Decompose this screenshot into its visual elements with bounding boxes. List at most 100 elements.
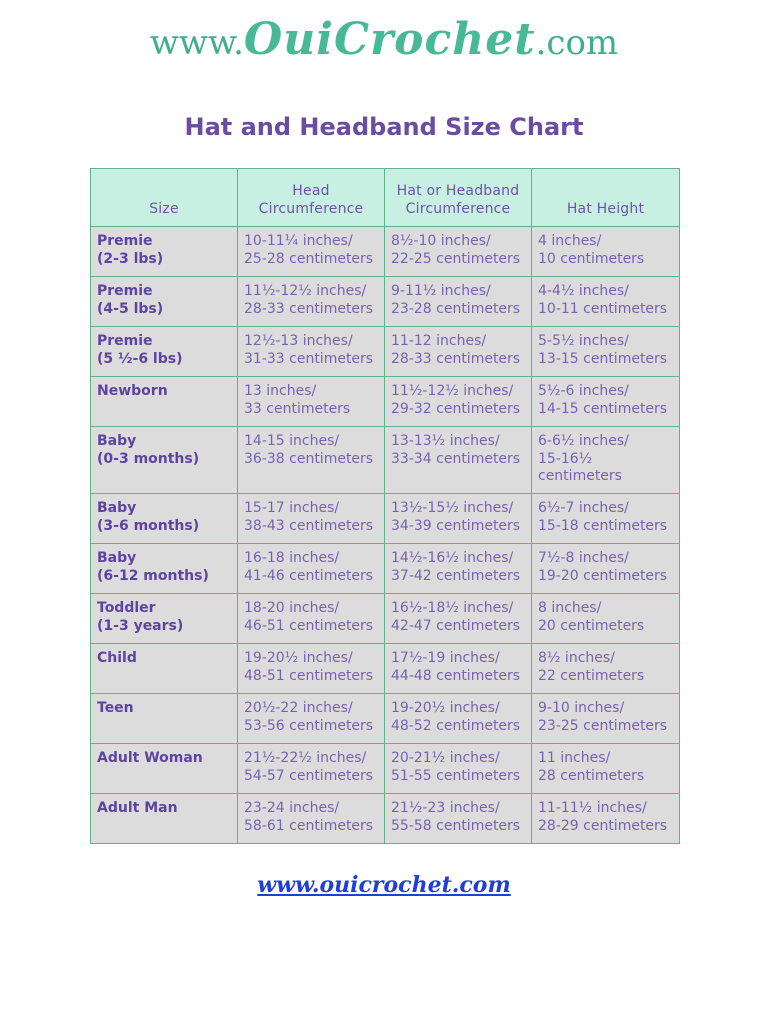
head-circumference-cell: 12½-13 inches/31-33 centimeters: [237, 326, 385, 377]
head-circumference-cell-line: 54-57 centimeters: [244, 767, 374, 784]
hat-height-cell-line: 11 inches/: [538, 750, 611, 766]
table-row: Baby (6-12 months) 16-18 inches/41-46 cent…: [90, 543, 680, 594]
table-row: Premie (4-5 lbs) 11½-12½ inches/28-33 cent…: [90, 276, 680, 327]
hat-height-cell: 7½-8 inches/19-20 centimeters: [531, 543, 680, 594]
hat-height-cell: 6½-7 inches/15-18 centimeters: [531, 493, 680, 544]
hat-height-cell: 11 inches/28 centimeters: [531, 743, 680, 794]
hat-height-cell-line: 19-20 centimeters: [538, 567, 668, 584]
hat-circumference-cell-line: 13½-15½ inches/: [391, 500, 514, 516]
size-cell-line: Newborn: [97, 383, 168, 399]
hat-height-cell-line: 6½-7 inches/: [538, 500, 629, 516]
hat-height-cell-line: centimeters: [538, 468, 622, 484]
page-title: Hat and Headband Size Chart: [184, 113, 584, 141]
hat-circumference-cell-line: 11-12 inches/: [391, 333, 487, 349]
table-row: Adult Man 23-24 inches/58-61 centimeters 2…: [90, 793, 680, 844]
size-cell-line: (2-3 lbs): [97, 250, 164, 267]
hat-circumference-cell: 9-11½ inches/23-28 centimeters: [384, 276, 532, 327]
hat-circumference-cell-line: 28-33 centimeters: [391, 350, 521, 367]
size-cell: Teen: [90, 693, 238, 744]
hat-circumference-cell: 11-12 inches/28-33 centimeters: [384, 326, 532, 377]
size-cell-line: (0-3 months): [97, 450, 200, 467]
hat-circumference-cell-line: 34-39 centimeters: [391, 517, 521, 534]
hat-height-cell-line: 28 centimeters: [538, 767, 645, 784]
head-circumference-cell-line: 23-24 inches/: [244, 800, 340, 816]
header-height-label: Hat Height: [566, 200, 645, 217]
head-circumference-cell: 10-11¼ inches/25-28 centimeters: [237, 226, 385, 277]
hat-circumference-cell-line: 9-11½ inches/: [391, 283, 491, 299]
size-cell-line: (6-12 months): [97, 567, 209, 584]
size-cell-line: (3-6 months): [97, 517, 200, 534]
hat-circumference-cell-line: 8½-10 inches/: [391, 233, 491, 249]
head-circumference-cell-line: 15-17 inches/: [244, 500, 340, 516]
hat-circumference-cell-line: 22-25 centimeters: [391, 250, 521, 267]
head-circumference-cell-line: 10-11¼ inches/: [244, 233, 353, 249]
hat-height-cell-line: 11-11½ inches/: [538, 800, 647, 816]
size-cell-line: (4-5 lbs): [97, 300, 164, 317]
head-circumference-cell-line: 25-28 centimeters: [244, 250, 374, 267]
logo-suffix: .com: [535, 23, 619, 63]
size-cell-line: (1-3 years): [97, 617, 184, 634]
size-cell: Baby (3-6 months): [90, 493, 238, 544]
footer-site-link[interactable]: www.ouicrochet.com: [257, 872, 511, 898]
hat-height-cell: 11-11½ inches/28-29 centimeters: [531, 793, 680, 844]
hat-circumference-cell-line: 48-52 centimeters: [391, 717, 521, 734]
hat-circumference-cell-line: 21½-23 inches/: [391, 800, 500, 816]
hat-height-cell-line: 7½-8 inches/: [538, 550, 629, 566]
table-row: Teen 20½-22 inches/53-56 centimeters 19-20…: [90, 693, 680, 744]
head-circumference-cell: 21½-22½ inches/54-57 centimeters: [237, 743, 385, 794]
head-circumference-cell-line: 58-61 centimeters: [244, 817, 374, 834]
hat-circumference-cell-line: 29-32 centimeters: [391, 400, 521, 417]
table-row: Premie (2-3 lbs) 10-11¼ inches/25-28 centi…: [90, 226, 680, 277]
hat-circumference-cell-line: 11½-12½ inches/: [391, 383, 514, 399]
hat-height-cell-line: 4 inches/: [538, 233, 602, 249]
hat-height-cell: 9-10 inches/23-25 centimeters: [531, 693, 680, 744]
size-cell-line: Adult Man: [97, 800, 178, 816]
head-circumference-cell: 20½-22 inches/53-56 centimeters: [237, 693, 385, 744]
hat-height-cell-line: 28-29 centimeters: [538, 817, 668, 834]
size-cell-line: Premie: [97, 283, 153, 299]
hat-height-cell: 8 inches/20 centimeters: [531, 593, 680, 644]
hat-circumference-cell-line: 17½-19 inches/: [391, 650, 500, 666]
hat-height-cell-line: 5½-6 inches/: [538, 383, 629, 399]
table-header-row: Size Head Circumference Hat or Headband …: [90, 168, 680, 227]
header-size-label: Size: [149, 200, 179, 217]
hat-height-cell-line: 8½ inches/: [538, 650, 615, 666]
head-circumference-cell-line: 11½-12½ inches/: [244, 283, 367, 299]
head-circumference-cell-line: 48-51 centimeters: [244, 667, 374, 684]
hat-height-cell-line: 15-16½: [538, 450, 593, 467]
head-circumference-cell: 19-20½ inches/48-51 centimeters: [237, 643, 385, 694]
hat-circumference-cell-line: 23-28 centimeters: [391, 300, 521, 317]
hat-circumference-cell-line: 16½-18½ inches/: [391, 600, 514, 616]
hat-circumference-cell: 13½-15½ inches/34-39 centimeters: [384, 493, 532, 544]
size-cell: Toddler (1-3 years): [90, 593, 238, 644]
hat-height-cell-line: 10-11 centimeters: [538, 300, 668, 317]
head-circumference-cell-line: 41-46 centimeters: [244, 567, 374, 584]
size-cell: Adult Woman: [90, 743, 238, 794]
header-head-line2: Circumference: [258, 200, 364, 217]
hat-circumference-cell-line: 42-47 centimeters: [391, 617, 521, 634]
hat-height-cell-line: 5-5½ inches/: [538, 333, 629, 349]
hat-height-cell-line: 9-10 inches/: [538, 700, 625, 716]
size-cell: Newborn: [90, 376, 238, 427]
hat-height-cell-line: 13-15 centimeters: [538, 350, 668, 367]
size-cell-line: Baby: [97, 433, 137, 449]
hat-circumference-cell: 19-20½ inches/48-52 centimeters: [384, 693, 532, 744]
size-cell: Premie (5 ½-6 lbs): [90, 326, 238, 377]
hat-height-cell: 5-5½ inches/13-15 centimeters: [531, 326, 680, 377]
size-cell: Adult Man: [90, 793, 238, 844]
table-row: Premie (5 ½-6 lbs) 12½-13 inches/31-33 cen…: [90, 326, 680, 377]
table-row: Baby (0-3 months) 14-15 inches/36-38 centi…: [90, 426, 680, 494]
hat-circumference-cell-line: 44-48 centimeters: [391, 667, 521, 684]
hat-height-cell-line: 6-6½ inches/: [538, 433, 629, 449]
size-chart-table: Size Head Circumference Hat or Headband …: [90, 168, 680, 844]
hat-circumference-cell: 20-21½ inches/51-55 centimeters: [384, 743, 532, 794]
head-circumference-cell-line: 13 inches/: [244, 383, 317, 399]
hat-circumference-cell-line: 13-13½ inches/: [391, 433, 500, 449]
hat-circumference-cell-line: 37-42 centimeters: [391, 567, 521, 584]
head-circumference-cell-line: 31-33 centimeters: [244, 350, 374, 367]
site-logo: www.OuiCrochet.com: [0, 14, 768, 65]
header-hat-height: Hat Height: [531, 168, 680, 227]
hat-circumference-cell: 21½-23 inches/55-58 centimeters: [384, 793, 532, 844]
size-cell-line: Premie: [97, 233, 153, 249]
hat-circumference-cell: 13-13½ inches/33-34 centimeters: [384, 426, 532, 494]
